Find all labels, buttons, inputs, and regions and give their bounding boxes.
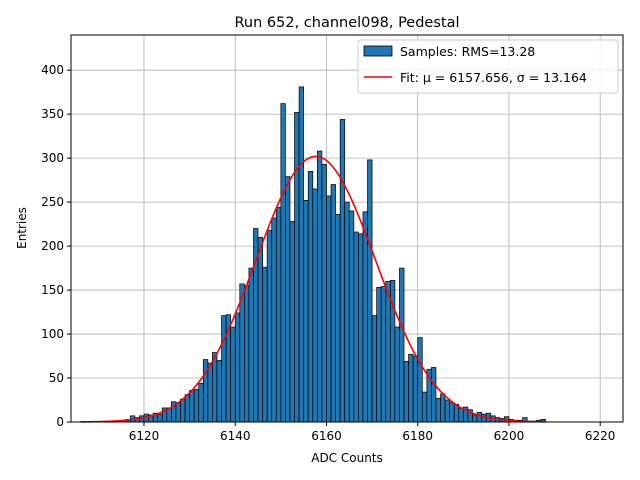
grid xyxy=(71,35,623,423)
y-tick-label: 300 xyxy=(41,151,64,165)
x-tick-label: 6140 xyxy=(220,429,251,443)
histogram-bar xyxy=(189,389,195,423)
histogram-bar xyxy=(453,404,460,423)
histogram-bar xyxy=(339,119,346,423)
histogram-bar xyxy=(326,195,332,423)
histogram-bar xyxy=(239,283,245,423)
legend-samples-label: Samples: RMS=13.28 xyxy=(400,44,535,59)
x-axis-label: ADC Counts xyxy=(311,451,383,465)
histogram-bar xyxy=(353,231,359,423)
histogram-bar xyxy=(193,389,200,423)
histogram-bar xyxy=(385,280,391,423)
histogram-bar xyxy=(294,112,300,423)
histogram-bar xyxy=(234,312,241,423)
histogram-bar xyxy=(472,414,478,423)
histogram-bar xyxy=(244,285,250,423)
histogram-bar xyxy=(435,397,441,423)
histogram-bar xyxy=(421,391,428,423)
histogram-bar xyxy=(408,353,414,423)
histogram-bar xyxy=(481,413,487,423)
histogram-bar xyxy=(307,170,314,423)
histogram-bar xyxy=(348,210,355,423)
histogram-bar xyxy=(262,266,268,423)
y-tick-label: 150 xyxy=(41,283,64,297)
x-tick-label: 6160 xyxy=(311,429,342,443)
histogram-bar xyxy=(175,402,181,423)
histogram-bar xyxy=(417,337,423,423)
y-tick-label: 200 xyxy=(41,239,64,253)
histogram-bar xyxy=(321,163,327,423)
histogram-bar xyxy=(431,367,437,423)
y-tick-label: 100 xyxy=(41,327,64,341)
histogram-bar xyxy=(184,394,190,423)
histogram-bar xyxy=(275,207,282,423)
x-tick-label: 6120 xyxy=(129,429,160,443)
histogram-bar xyxy=(444,399,450,423)
histogram-bar xyxy=(371,315,378,423)
fit-curve xyxy=(80,155,546,423)
histogram-bar xyxy=(362,211,368,423)
histogram-bar xyxy=(212,352,218,423)
histogram-bar xyxy=(312,188,318,423)
histogram-bar xyxy=(157,413,163,423)
histogram-bar xyxy=(216,360,222,423)
histogram-bar xyxy=(376,287,382,423)
histogram-bar xyxy=(271,217,277,423)
histogram-bar xyxy=(303,200,309,423)
histogram-bar xyxy=(257,236,263,423)
histogram-bar xyxy=(440,393,446,423)
x-tick-label: 6220 xyxy=(585,429,616,443)
y-tick-label: 50 xyxy=(49,371,64,385)
histogram-bar xyxy=(403,360,409,423)
histogram-bar xyxy=(476,411,482,423)
histogram-bar xyxy=(335,214,341,423)
x-axis-ticks: 6120 6140 6160 6180 6200 6220 xyxy=(129,422,616,443)
histogram-bar xyxy=(221,315,227,423)
histogram-bar xyxy=(180,398,186,423)
histogram-bar xyxy=(230,326,236,423)
histogram-bar xyxy=(289,221,295,423)
histogram-bar xyxy=(266,229,273,423)
y-axis-label: Entries xyxy=(15,207,29,249)
legend: Samples: RMS=13.28 Fit: μ = 6157.656, σ … xyxy=(357,39,619,94)
legend-box xyxy=(357,39,619,94)
y-tick-label: 400 xyxy=(41,63,64,77)
histogram-bar xyxy=(316,150,323,423)
histogram-bar xyxy=(280,103,286,423)
histogram-bars xyxy=(111,86,546,423)
legend-fit-label: Fit: μ = 6157.656, σ = 13.164 xyxy=(400,70,587,85)
x-tick-label: 6200 xyxy=(494,429,525,443)
chart-title: Run 652, channel098, Pedestal xyxy=(234,15,459,31)
y-tick-label: 250 xyxy=(41,195,64,209)
histogram-bar xyxy=(248,267,254,423)
histogram-bar xyxy=(412,355,419,423)
y-axis-ticks: 0 50 100 150 200 250 300 350 400 xyxy=(41,63,71,429)
y-tick-label: 350 xyxy=(41,107,64,121)
histogram-bar xyxy=(285,176,291,423)
histogram-bar xyxy=(458,407,464,423)
histogram-bar xyxy=(399,267,405,423)
histogram-bar xyxy=(449,402,455,423)
legend-samples-swatch xyxy=(363,45,393,57)
histogram-bar xyxy=(298,86,305,423)
histogram-bar xyxy=(367,159,373,423)
histogram-bar xyxy=(198,382,204,423)
x-tick-label: 6180 xyxy=(402,429,433,443)
histogram-bar xyxy=(330,184,336,423)
histogram-bar xyxy=(358,233,364,423)
y-tick-label: 0 xyxy=(56,415,64,429)
histogram-bar xyxy=(394,326,400,423)
histogram-bar xyxy=(207,362,213,423)
plot-frame xyxy=(70,34,624,423)
histogram-bar xyxy=(380,286,387,423)
histogram-bar xyxy=(344,201,350,423)
